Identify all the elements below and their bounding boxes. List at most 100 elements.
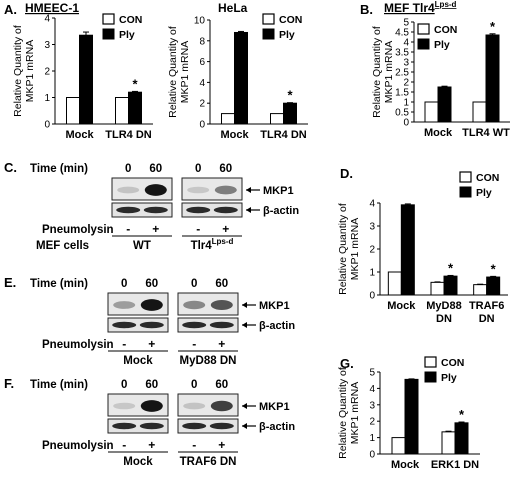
legend: CON Ply — [459, 171, 499, 199]
time-label: Time (min) — [30, 278, 88, 290]
mkp1-band — [117, 186, 140, 194]
y-tick-label: 2 — [369, 417, 375, 428]
group-label: Tlr4Lps-d — [191, 237, 234, 252]
actin-strip — [181, 202, 243, 218]
y-tick-label: 8 — [199, 36, 205, 47]
legend-swatch-con — [424, 356, 437, 368]
y-tick-label: 0 — [44, 120, 50, 131]
y-tick-label: 3 — [44, 40, 50, 51]
y-tick-label: 4 — [44, 14, 50, 25]
actin-band — [182, 422, 207, 430]
y-axis-label-line2: MKP1 mRNA — [383, 41, 395, 103]
chart-d: Relative Quantity of MKP1 mRNA 0 1 2 3 4 Mock My… — [337, 171, 508, 325]
significance-asterisk: * — [132, 76, 138, 91]
legend-swatch-con — [102, 13, 115, 25]
group-label: MyD88 DN — [180, 355, 237, 367]
x-category-label: TRAF6 — [469, 300, 504, 312]
treatment-sign: - — [126, 222, 130, 236]
band-label-actin: β-actin — [259, 320, 295, 332]
time-label: Time (min) — [30, 163, 88, 175]
group-label: TRAF6 DN — [180, 456, 237, 468]
band-label-mkp1: MKP1 — [259, 401, 290, 413]
panel-label-e: E. — [4, 275, 17, 290]
x-category-label: TLR4 WT — [462, 127, 510, 139]
x-category-label: ERK1 DN — [431, 459, 479, 471]
legend-swatch-ply — [262, 28, 275, 40]
mkp1-band — [113, 402, 136, 410]
treatment-sign: - — [192, 337, 196, 351]
treatment-sign: + — [222, 222, 229, 236]
legend-swatch-con — [262, 13, 275, 25]
legend-label-ply: Ply — [119, 29, 135, 41]
panel-label-f: F. — [4, 376, 15, 391]
x-category-label: DN — [479, 313, 495, 325]
actin-band — [143, 206, 168, 214]
treatment-sign: - — [122, 337, 126, 351]
panel-label-a: A. — [4, 2, 17, 17]
y-tick-label: 3 — [369, 222, 375, 233]
group-label: Mock — [123, 355, 153, 367]
treatment-sign: - — [122, 438, 126, 452]
legend-label-con: CON — [119, 14, 142, 26]
mkp1-band — [183, 402, 206, 410]
y-tick-label: 5 — [403, 18, 409, 29]
y-axis-label-line2: MKP1 mRNA — [179, 41, 191, 103]
time-value: 0 — [191, 379, 197, 391]
y-tick-label: 3 — [403, 58, 409, 69]
mkp1-band — [187, 186, 210, 194]
band-label-actin: β-actin — [263, 205, 299, 217]
chart-title: HMEEC-1 — [25, 1, 79, 15]
legend-label-ply: Ply — [441, 372, 457, 384]
y-tick-label: 2 — [403, 78, 409, 89]
legend-label-con: CON — [476, 172, 499, 184]
legend-label-ply: Ply — [279, 29, 295, 41]
treatment-sign: + — [148, 337, 155, 351]
legend-swatch-ply — [424, 371, 437, 383]
actin-strip — [111, 202, 173, 218]
time-value: 60 — [215, 278, 228, 290]
significance-asterisk: * — [459, 407, 465, 422]
actin-band — [186, 206, 211, 214]
y-axis-label-line2: MKP1 mRNA — [349, 218, 361, 280]
y-tick-label: 3.5 — [395, 48, 409, 59]
y-tick-label: 4 — [199, 78, 205, 89]
time-value: 0 — [121, 278, 127, 290]
cells-label: MEF cells — [36, 240, 89, 252]
time-value: 0 — [121, 379, 127, 391]
actin-band — [112, 422, 137, 430]
actin-band — [139, 321, 164, 329]
actin-band — [112, 321, 137, 329]
time-value: 60 — [219, 163, 232, 175]
arrow-head — [242, 322, 247, 328]
treatment-sign: + — [152, 222, 159, 236]
legend-swatch-ply — [459, 186, 472, 198]
y-tick-label: 2.5 — [395, 68, 409, 79]
y-tick-label: 3 — [369, 400, 375, 411]
significance-asterisk: * — [491, 261, 497, 276]
y-tick-label: 0.5 — [395, 108, 409, 119]
time-label: Time (min) — [30, 379, 88, 391]
y-axis-label-line2: MKP1 mRNA — [349, 382, 361, 444]
y-tick-label: 4 — [369, 384, 375, 395]
legend: CON Ply — [262, 13, 302, 41]
group-label: Mock — [123, 456, 153, 468]
actin-strip — [177, 418, 239, 434]
y-tick-label: 2 — [369, 245, 375, 256]
significance-asterisk: * — [490, 19, 496, 34]
time-value: 60 — [215, 379, 228, 391]
actin-band — [209, 422, 234, 430]
y-tick-label: 1.5 — [395, 88, 409, 99]
significance-asterisk: * — [287, 88, 293, 103]
treatment-sign: - — [196, 222, 200, 236]
actin-band — [182, 321, 207, 329]
time-value: 0 — [125, 163, 131, 175]
band-label-actin: β-actin — [259, 421, 295, 433]
y-tick-label: 0 — [403, 118, 409, 129]
y-tick-label: 0 — [369, 450, 375, 461]
y-tick-label: 2 — [44, 67, 50, 78]
time-value: 60 — [145, 379, 158, 391]
